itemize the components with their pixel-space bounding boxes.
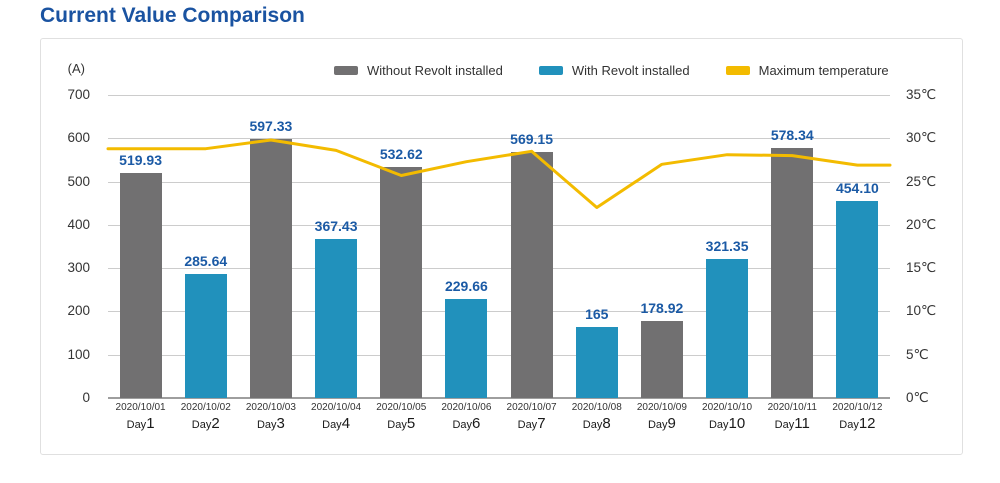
x-axis-label: 2020/10/07 Day7 <box>492 402 572 432</box>
left-axis-tick: 100 <box>67 346 90 362</box>
x-tick-date: 2020/10/07 <box>506 402 557 413</box>
right-axis-tick: 15℃ <box>906 260 937 276</box>
bar-value-label: 229.66 <box>444 277 488 294</box>
x-axis-label: 2020/10/04 Day4 <box>296 402 376 432</box>
x-tick-day: Day1 <box>126 415 155 432</box>
bar-value-label: 321.35 <box>705 237 749 254</box>
legend-label: Without Revolt installed <box>367 63 503 78</box>
x-tick-date: 2020/10/06 <box>441 402 492 413</box>
bar-value-label: 597.33 <box>249 118 293 135</box>
gridline <box>108 311 890 313</box>
gridline <box>108 268 890 270</box>
x-axis-label: 2020/10/11 Day11 <box>752 402 832 432</box>
x-tick-date: 2020/10/09 <box>636 402 687 413</box>
legend-line-swatch <box>725 66 750 75</box>
right-axis-tick: 35℃ <box>906 87 937 102</box>
right-axis-tick: 30℃ <box>906 130 937 146</box>
left-axis-unit: (A) <box>67 61 85 76</box>
bar-with-revolt-installed[interactable] <box>445 298 488 398</box>
legend-bar-swatch <box>334 66 358 75</box>
right-axis-tick: 20℃ <box>906 216 937 232</box>
bar-without-revolt-installed[interactable] <box>771 147 814 398</box>
x-tick-day: Day7 <box>517 415 546 432</box>
x-tick-day: Day2 <box>191 415 220 432</box>
x-tick-day: Day11 <box>774 415 810 432</box>
x-tick-day: Day12 <box>839 415 876 432</box>
x-tick-day: Day3 <box>256 415 285 432</box>
left-axis-tick: 400 <box>67 216 90 232</box>
right-axis-tick: 0℃ <box>906 390 929 405</box>
temperature-line[interactable] <box>106 138 892 209</box>
bar-without-revolt-installed[interactable] <box>380 167 423 398</box>
x-tick-date: 2020/10/04 <box>311 402 362 413</box>
x-tick-date: 2020/10/01 <box>115 402 166 413</box>
x-axis-label: 2020/10/01 Day1 <box>101 402 181 432</box>
x-tick-date: 2020/10/02 <box>180 402 231 413</box>
left-axis-tick: 700 <box>67 87 90 102</box>
bar-without-revolt-installed[interactable] <box>510 151 553 398</box>
gridline <box>108 95 890 96</box>
temperature-line-layer <box>106 138 892 209</box>
left-axis-tick: 500 <box>67 173 90 189</box>
bar-with-revolt-installed[interactable] <box>575 326 618 398</box>
x-tick-date: 2020/10/10 <box>702 402 753 413</box>
bar-without-revolt-installed[interactable] <box>249 139 292 398</box>
bar-with-revolt-installed[interactable] <box>315 238 358 398</box>
x-tick-date: 2020/10/03 <box>245 402 296 413</box>
x-tick-day: Day5 <box>387 415 416 432</box>
x-axis-label: 2020/10/03 Day3 <box>231 402 311 432</box>
x-tick-date: 2020/10/08 <box>571 402 622 413</box>
bar-value-label: 454.10 <box>835 180 879 197</box>
x-tick-date: 2020/10/05 <box>376 402 427 413</box>
bar-with-revolt-installed[interactable] <box>184 274 227 398</box>
bar-value-label: 519.93 <box>119 151 162 168</box>
legend-item-without-revolt-installed[interactable]: Without Revolt installed <box>334 63 503 78</box>
x-tick-date: 2020/10/11 <box>767 402 817 413</box>
x-tick-date: 2020/10/12 <box>832 402 883 413</box>
legend-item-with-revolt-installed[interactable]: With Revolt installed <box>538 63 690 78</box>
legend: Without Revolt installed With Revolt inst… <box>334 63 889 78</box>
bar-without-revolt-installed[interactable] <box>119 172 162 398</box>
x-axis-label: 2020/10/08 Day8 <box>557 402 637 432</box>
x-axis-label: 2020/10/02 Day2 <box>166 402 246 432</box>
bar-value-label: 178.92 <box>640 299 684 316</box>
bar-without-revolt-installed[interactable] <box>640 320 683 398</box>
bar-value-label: 285.64 <box>184 253 228 270</box>
left-axis-tick: 300 <box>67 260 90 276</box>
x-axis-label: 2020/10/09 Day9 <box>622 402 702 432</box>
x-axis-line <box>108 397 890 399</box>
bar-value-label: 578.34 <box>770 126 814 143</box>
x-axis-label: 2020/10/06 Day6 <box>426 402 506 432</box>
left-axis-tick: 0 <box>82 390 90 405</box>
right-axis-tick: 5℃ <box>906 346 929 362</box>
chart-title: Current Value Comparison <box>40 4 305 27</box>
x-axis-label: 2020/10/12 Day12 <box>817 402 897 432</box>
left-axis-tick: 200 <box>67 303 90 319</box>
legend-label: Maximum temperature <box>758 63 889 78</box>
right-axis-tick: 25℃ <box>906 173 937 189</box>
bar-value-label: 569.15 <box>510 130 553 147</box>
gridline <box>108 181 890 183</box>
legend-bar-swatch <box>538 66 563 75</box>
x-tick-day: Day9 <box>647 415 676 432</box>
bar-value-label: 532.62 <box>379 146 423 163</box>
bar-value-label: 367.43 <box>314 217 358 234</box>
right-axis-tick: 10℃ <box>906 303 937 319</box>
bar-with-revolt-installed[interactable] <box>706 258 749 398</box>
x-tick-day: Day6 <box>452 415 481 432</box>
x-axis-label: 2020/10/05 Day5 <box>361 402 441 432</box>
bar-with-revolt-installed[interactable] <box>836 201 879 398</box>
legend-item-maximum-temperature[interactable]: Maximum temperature <box>725 63 889 78</box>
legend-label: With Revolt installed <box>571 63 690 78</box>
gridline <box>108 138 890 140</box>
gridline <box>108 224 890 226</box>
x-tick-day: Day4 <box>322 415 351 432</box>
gridline <box>108 354 890 356</box>
x-tick-day: Day8 <box>582 415 611 432</box>
x-axis-label: 2020/10/10 Day10 <box>687 402 767 432</box>
bar-value-label: 165 <box>585 305 609 322</box>
x-tick-day: Day10 <box>708 415 746 432</box>
left-axis-tick: 600 <box>67 130 90 146</box>
